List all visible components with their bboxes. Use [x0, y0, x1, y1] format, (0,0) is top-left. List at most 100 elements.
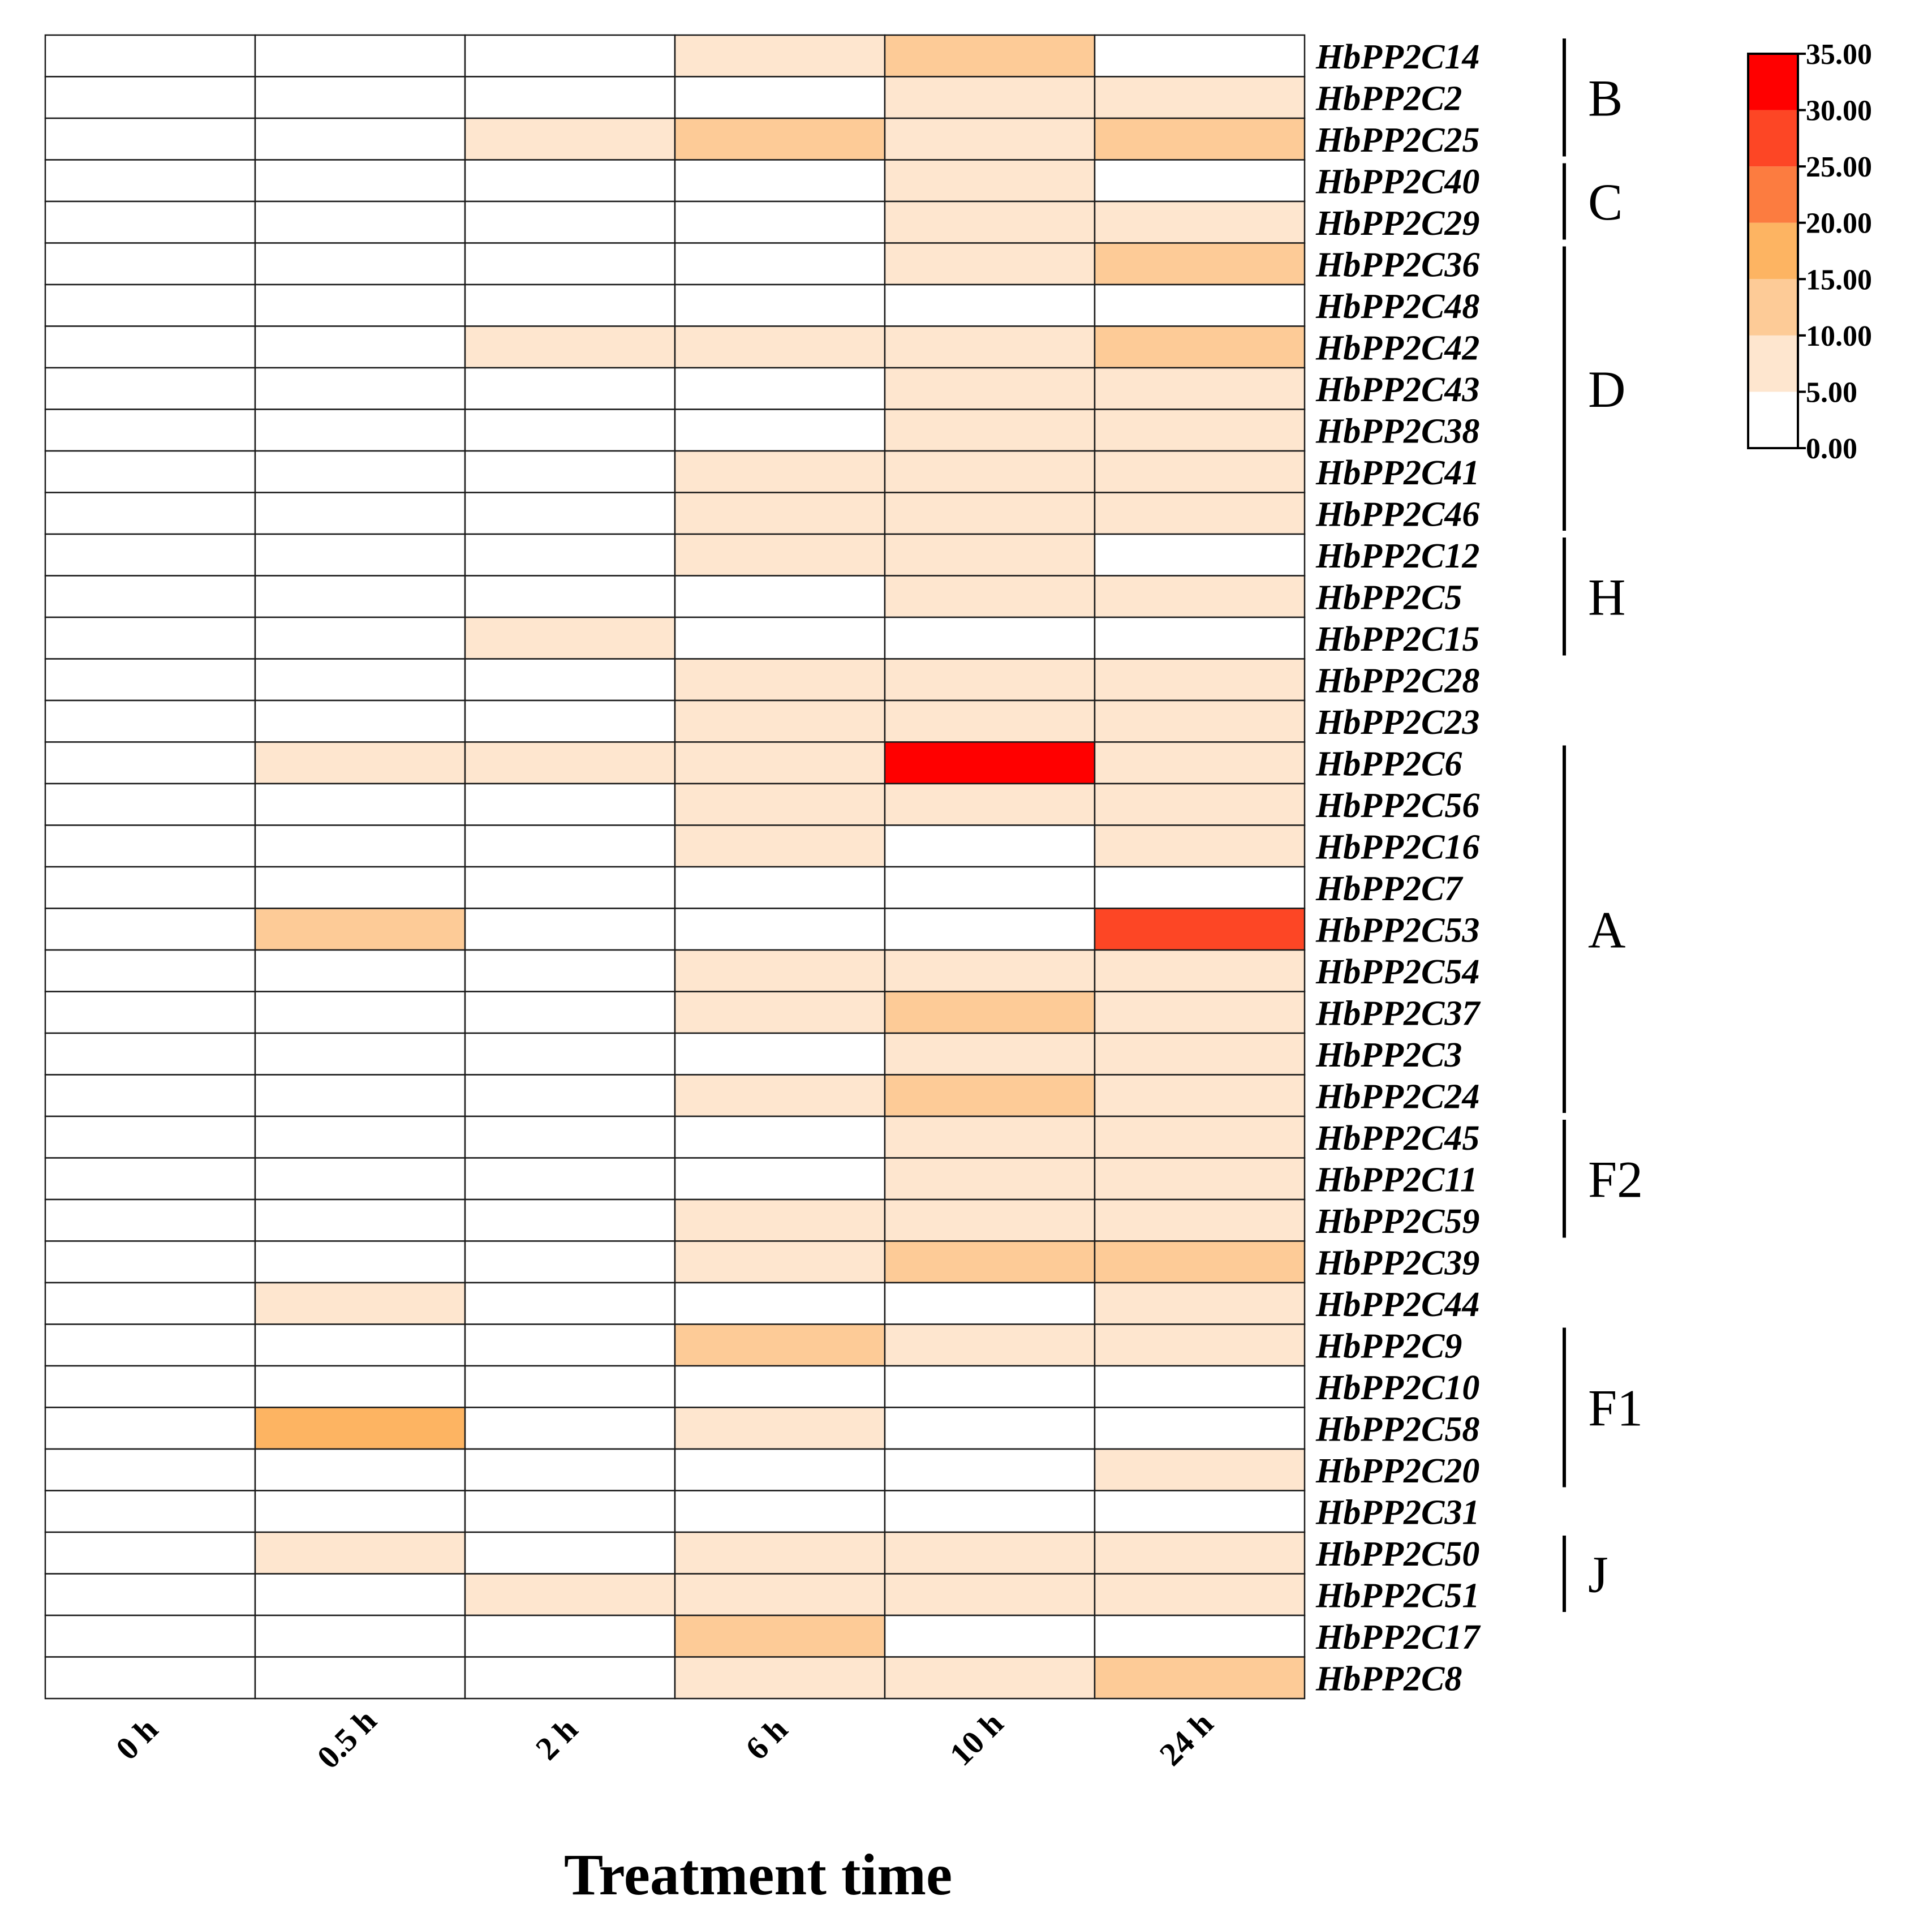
heatmap-cell — [44, 367, 256, 410]
heatmap-cell — [464, 908, 676, 951]
heatmap-cell — [44, 991, 256, 1034]
row-label: HbPP2C29 — [1315, 204, 1479, 243]
row-label: HbPP2C50 — [1315, 1535, 1479, 1574]
heatmap-cell — [884, 76, 1096, 119]
heatmap-cell — [1094, 159, 1306, 203]
heatmap-cell — [1094, 908, 1306, 951]
heatmap-cell — [674, 1157, 886, 1201]
heatmap-cell — [674, 1240, 886, 1284]
heatmap-cell — [674, 741, 886, 785]
heatmap-cell — [464, 699, 676, 743]
heatmap-cell — [254, 1490, 466, 1533]
row-label: HbPP2C2 — [1315, 79, 1462, 118]
heatmap-cell — [1094, 242, 1306, 286]
heatmap-cell — [884, 242, 1096, 286]
heatmap-cell — [254, 159, 466, 203]
heatmap-cell — [44, 1198, 256, 1242]
heatmap-cell — [674, 616, 886, 660]
heatmap-cell — [44, 1656, 256, 1700]
heatmap-cell — [674, 1198, 886, 1242]
row-label: HbPP2C36 — [1315, 246, 1479, 284]
heatmap-cell — [44, 1490, 256, 1533]
heatmap-cell — [1094, 283, 1306, 327]
x-axis-title: Treatment time — [564, 1842, 952, 1907]
heatmap-cell — [464, 658, 676, 702]
heatmap-cell — [674, 1032, 886, 1076]
row-label: HbPP2C15 — [1315, 620, 1479, 659]
heatmap-cell — [464, 1240, 676, 1284]
heatmap-cell — [254, 824, 466, 868]
row-label: HbPP2C12 — [1315, 537, 1479, 575]
heatmap-cell — [254, 1573, 466, 1617]
heatmap-cell — [44, 866, 256, 909]
heatmap-cell — [44, 159, 256, 203]
heatmap-cell — [464, 159, 676, 203]
heatmap-cell — [674, 1074, 886, 1117]
legend-color-bin — [1748, 54, 1798, 110]
heatmap-cell — [884, 1240, 1096, 1284]
heatmap-cell — [44, 34, 256, 78]
heatmap-cell — [254, 1074, 466, 1117]
heatmap-cell — [44, 76, 256, 119]
heatmap-cell — [464, 1365, 676, 1408]
heatmap-cell — [464, 242, 676, 286]
heatmap-cell — [254, 117, 466, 161]
heatmap-cell — [674, 1323, 886, 1367]
heatmap-cell — [1094, 1157, 1306, 1201]
group-brackets: BC D H A F2 F1 J — [1563, 38, 1643, 1612]
heatmap-cell — [1094, 949, 1306, 992]
heatmap-cell — [464, 367, 676, 410]
column-label: 0.5 h — [310, 1702, 384, 1775]
heatmap-cell — [1094, 616, 1306, 660]
heatmap-cell — [254, 367, 466, 410]
heatmap-cell — [254, 492, 466, 535]
heatmap-cell — [884, 492, 1096, 535]
heatmap-cell — [254, 949, 466, 992]
column-label: 6 h — [738, 1710, 795, 1767]
heatmap-cell — [884, 616, 1096, 660]
legend-color-bin — [1748, 279, 1798, 336]
column-label: 24 h — [1152, 1705, 1220, 1773]
legend-tick-label: 0.00 — [1806, 433, 1857, 465]
group-label: A — [1588, 901, 1625, 958]
heatmap-cell — [674, 1448, 886, 1491]
heatmap-cell — [1094, 1115, 1306, 1159]
row-label: HbPP2C23 — [1315, 703, 1479, 742]
heatmap-cell — [884, 658, 1096, 702]
heatmap-cell — [1094, 1407, 1306, 1450]
heatmap-cell — [464, 1614, 676, 1658]
heatmap-cell — [464, 1115, 676, 1159]
heatmap-cell — [464, 1573, 676, 1617]
heatmap-cell — [884, 1115, 1096, 1159]
heatmap-cell — [464, 1448, 676, 1491]
heatmap-cell — [464, 34, 676, 78]
heatmap-cell — [254, 866, 466, 909]
heatmap-cell — [254, 533, 466, 577]
heatmap-cell — [674, 367, 886, 410]
heatmap-cell — [884, 34, 1096, 78]
heatmap-cell — [884, 866, 1096, 909]
row-label: HbPP2C6 — [1315, 745, 1462, 783]
heatmap-cell — [674, 1614, 886, 1658]
legend-color-bin — [1748, 110, 1798, 167]
heatmap-cell — [884, 159, 1096, 203]
row-label: HbPP2C59 — [1315, 1202, 1479, 1241]
heatmap-cell — [44, 1407, 256, 1450]
heatmap-cell — [44, 200, 256, 244]
heatmap-cell — [464, 1407, 676, 1450]
heatmap-cell — [1094, 76, 1306, 119]
heatmap-cell — [884, 533, 1096, 577]
heatmap-cell — [254, 1240, 466, 1284]
heatmap-cell — [884, 949, 1096, 992]
heatmap-cell — [254, 34, 466, 78]
heatmap-cell — [884, 1656, 1096, 1700]
heatmap-cell — [1094, 409, 1306, 452]
heatmap-cell — [254, 908, 466, 951]
row-label: HbPP2C16 — [1315, 828, 1479, 866]
color-scale-legend: 35.00 30.00 25.00 20.00 15.00 10.00 5.00 0.00 — [1747, 38, 1872, 465]
heatmap-cell — [1094, 699, 1306, 743]
heatmap-cell — [464, 450, 676, 493]
heatmap-cell — [44, 283, 256, 327]
heatmap-cell — [254, 575, 466, 618]
heatmap-cell — [254, 699, 466, 743]
